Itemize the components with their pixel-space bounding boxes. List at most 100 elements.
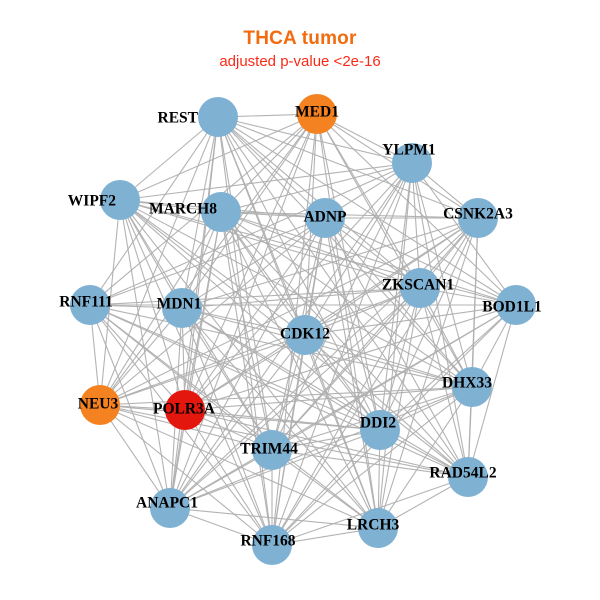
- graph-edge: [280, 303, 412, 530]
- node-label-anapc1: ANAPC1: [136, 495, 198, 512]
- graph-edge: [185, 313, 501, 500]
- graph-edge: [109, 226, 212, 391]
- node-label-mdn1: MDN1: [157, 296, 202, 313]
- graph-node[interactable]: ADNP: [303, 198, 347, 238]
- graph-node[interactable]: YLPM1: [382, 142, 436, 183]
- graph-edge: [377, 447, 381, 511]
- graph-edge: [194, 424, 263, 531]
- graph-edge: [321, 294, 404, 329]
- node-circle-wipf2[interactable]: [100, 180, 140, 220]
- graph-edge: [395, 437, 453, 470]
- graph-node[interactable]: ZKSCAN1: [382, 268, 454, 308]
- node-circle-rad54l2[interactable]: [448, 457, 488, 497]
- graph-node[interactable]: MARCH8: [149, 192, 241, 232]
- node-circle-polr3a[interactable]: [165, 390, 205, 430]
- node-circle-rest[interactable]: [198, 97, 238, 137]
- node-label-ddi2: DDI2: [360, 415, 396, 432]
- graph-edge: [235, 114, 300, 117]
- graph-edge: [172, 229, 219, 491]
- node-circle-neu3[interactable]: [80, 385, 120, 425]
- node-label-lrch3: LRCH3: [347, 517, 400, 534]
- graph-node[interactable]: WIPF2: [68, 180, 140, 220]
- node-label-rnf111: RNF111: [59, 294, 112, 311]
- graph-node[interactable]: POLR3A: [153, 390, 216, 430]
- graph-edge: [172, 427, 183, 491]
- graph-edge: [285, 397, 459, 535]
- node-label-march8: MARCH8: [149, 201, 217, 218]
- graph-edge: [113, 229, 312, 394]
- graph-edge: [197, 316, 453, 469]
- graph-edge: [332, 121, 397, 156]
- graph-edge: [396, 394, 456, 423]
- graph-edge: [107, 305, 165, 308]
- graph-edge: [318, 346, 455, 466]
- graph-node[interactable]: RAD54L2: [429, 457, 497, 497]
- node-circle-zkscan1[interactable]: [400, 268, 440, 308]
- graph-edge: [117, 406, 363, 429]
- node-circle-cdk12[interactable]: [285, 315, 325, 355]
- graph-node[interactable]: MED1: [295, 94, 339, 134]
- graph-edge: [185, 458, 257, 500]
- node-circle-med1[interactable]: [297, 94, 337, 134]
- graph-edge: [230, 128, 313, 207]
- node-label-polr3a: POLR3A: [153, 401, 216, 418]
- graph-edge: [107, 308, 455, 384]
- node-label-neu3: NEU3: [78, 396, 119, 413]
- graph-node[interactable]: ANAPC1: [136, 488, 198, 528]
- node-circle-mdn1[interactable]: [162, 288, 202, 328]
- node-circle-adnp[interactable]: [305, 198, 345, 238]
- graph-edge: [180, 348, 295, 495]
- graph-edge: [111, 321, 171, 392]
- graph-node[interactable]: DHX33: [442, 367, 492, 407]
- node-circle-lrch3[interactable]: [358, 508, 398, 548]
- graph-node[interactable]: REST: [158, 97, 239, 137]
- graph-edge: [199, 311, 288, 332]
- graph-edge: [223, 229, 270, 528]
- graph-edge: [393, 485, 453, 520]
- node-label-med1: MED1: [295, 104, 339, 121]
- node-circle-rnf168[interactable]: [252, 525, 292, 565]
- node-label-cdk12: CDK12: [280, 326, 330, 343]
- node-circle-ddi2[interactable]: [360, 410, 400, 450]
- graph-node[interactable]: CSNK2A3: [443, 198, 513, 238]
- graph-edge: [423, 305, 465, 460]
- graph-edge: [133, 128, 205, 189]
- graph-edge: [201, 417, 256, 443]
- node-label-ylpm1: YLPM1: [382, 142, 435, 159]
- graph-edge: [235, 120, 395, 160]
- node-circle-ylpm1[interactable]: [392, 143, 432, 183]
- graph-edge: [232, 224, 457, 465]
- node-circle-anapc1[interactable]: [150, 488, 190, 528]
- graph-node[interactable]: RNF168: [240, 525, 296, 565]
- graph-node[interactable]: BOD1L1: [482, 285, 542, 325]
- graph-node[interactable]: MDN1: [157, 288, 202, 328]
- graph-edge: [238, 166, 395, 209]
- graph-node[interactable]: DDI2: [360, 410, 400, 450]
- graph-node[interactable]: CDK12: [280, 315, 330, 355]
- graph-edge: [283, 231, 467, 437]
- graph-edge: [437, 290, 499, 303]
- graph-edge: [480, 320, 508, 372]
- graph-node[interactable]: TRIM44: [240, 430, 298, 470]
- node-label-rest: REST: [158, 110, 199, 127]
- node-circle-trim44[interactable]: [252, 430, 292, 470]
- node-circle-dhx33[interactable]: [452, 367, 492, 407]
- node-circle-csnk2a3[interactable]: [458, 198, 498, 238]
- node-circle-march8[interactable]: [201, 192, 241, 232]
- graph-edge: [202, 413, 451, 474]
- graph-node[interactable]: RNF111: [59, 285, 113, 325]
- node-label-dhx33: DHX33: [442, 375, 492, 392]
- graph-edge: [327, 235, 376, 511]
- graph-edge: [289, 432, 363, 448]
- graph-edge: [289, 530, 361, 543]
- graph-edge: [137, 204, 403, 284]
- graph-node[interactable]: NEU3: [78, 385, 120, 425]
- graph-edge: [289, 451, 451, 476]
- graph-edge: [177, 233, 318, 493]
- node-circle-rnf111[interactable]: [70, 285, 110, 325]
- graph-node[interactable]: LRCH3: [347, 508, 400, 548]
- graph-edge: [329, 126, 504, 293]
- graph-edge: [106, 223, 309, 300]
- node-circle-bod1l1[interactable]: [496, 285, 536, 325]
